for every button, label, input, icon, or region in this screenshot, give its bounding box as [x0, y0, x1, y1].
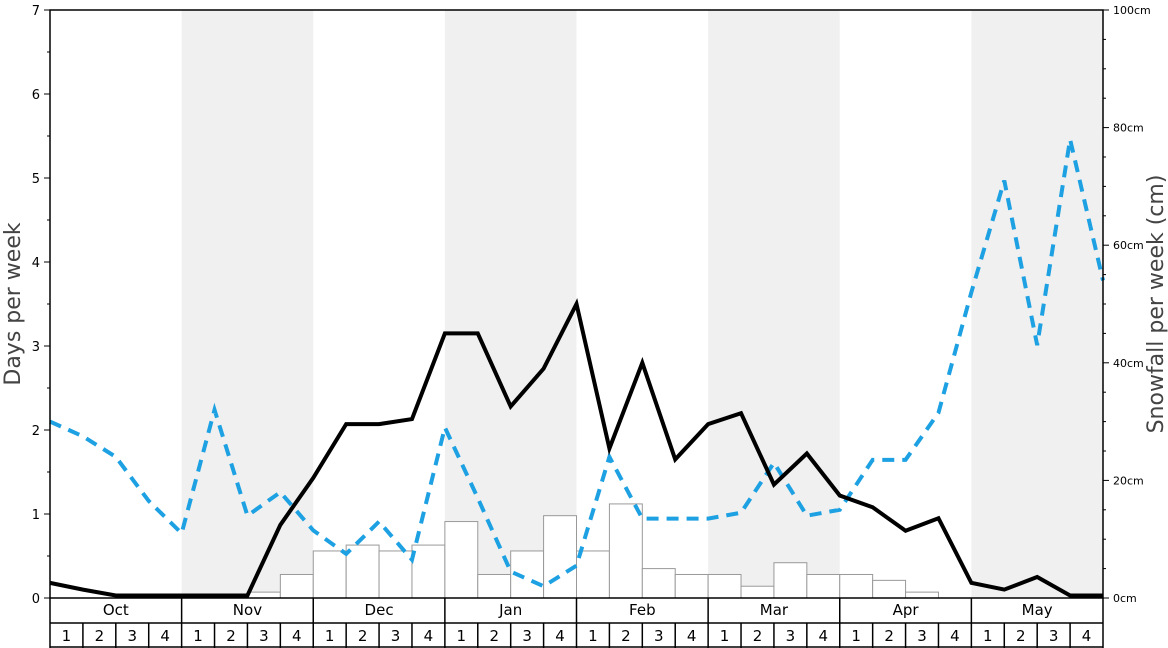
- week-label: 1: [193, 627, 203, 645]
- week-label: 3: [654, 627, 664, 645]
- week-label: 4: [160, 627, 170, 645]
- month-label-dec: Dec: [365, 601, 394, 619]
- snow-days-bar: [674, 573, 709, 599]
- week-label: 3: [786, 627, 796, 645]
- left-tick-label: 0: [32, 592, 40, 607]
- month-label-oct: Oct: [103, 601, 129, 619]
- week-label: 2: [884, 627, 894, 645]
- month-label-may: May: [1022, 601, 1053, 619]
- right-tick-label: 100cm: [1113, 4, 1151, 17]
- left-y-axis: 0 1 2 3 4 5 6 7: [32, 4, 50, 607]
- week-label: 4: [292, 627, 302, 645]
- snowfall-dashed-line: [49, 138, 1105, 589]
- week-label: 2: [489, 627, 499, 645]
- snow-days-bar: [576, 550, 610, 599]
- month-axis: Oct Nov Dec Jan Feb Mar Apr May: [49, 598, 1104, 624]
- left-tick-label: 6: [32, 88, 40, 103]
- snow-days-bar: [806, 573, 841, 599]
- snow-days-bar: [773, 562, 808, 599]
- month-label-jan: Jan: [498, 601, 522, 619]
- week-axis: 1 2 3 4 1 2 3 4 1 2 3 4 1 2 3 4 1 2 3 4 1 2 3 4 1 2 3 4 1 2 3 4: [49, 623, 1104, 648]
- right-y-axis: 0cm 20cm 40cm 60cm 80cm 100cm: [1103, 4, 1151, 605]
- snow-days-bar: [477, 573, 512, 599]
- snow-days-bar: [641, 568, 676, 599]
- right-tick-label: 20cm: [1113, 474, 1144, 487]
- week-label: 3: [917, 627, 927, 645]
- snow-days-bar: [345, 544, 380, 599]
- week-label: 3: [259, 627, 269, 645]
- week-label: 3: [127, 627, 137, 645]
- month-label-feb: Feb: [629, 601, 656, 619]
- week-label: 4: [687, 627, 697, 645]
- snow-days-bar: [839, 573, 874, 599]
- right-axis-title: Snowfall per week (cm): [1144, 175, 1168, 434]
- week-label: 1: [588, 627, 598, 645]
- week-label: 2: [753, 627, 763, 645]
- month-shading: [181, 10, 1103, 598]
- week-label: 4: [819, 627, 829, 645]
- left-tick-label: 5: [32, 172, 40, 187]
- left-tick-label: 7: [32, 4, 40, 19]
- month-shade-may: [971, 10, 1103, 598]
- right-tick-label: 0cm: [1113, 592, 1137, 605]
- week-label: 2: [95, 627, 105, 645]
- snow-days-bar: [444, 521, 479, 599]
- snow-days-bar: [707, 573, 742, 599]
- week-label: 4: [1082, 627, 1092, 645]
- week-label: 3: [391, 627, 401, 645]
- week-label: 3: [1049, 627, 1059, 645]
- month-label-apr: Apr: [893, 601, 920, 619]
- left-tick-label: 3: [32, 340, 40, 355]
- week-label: 3: [522, 627, 532, 645]
- week-label: 4: [555, 627, 565, 645]
- month-shade-nov: [181, 10, 314, 598]
- snow-days-bar: [279, 573, 314, 599]
- left-tick-label: 4: [32, 256, 40, 271]
- right-tick-label: 60cm: [1113, 239, 1144, 252]
- week-label: 1: [325, 627, 335, 645]
- week-label: 1: [983, 627, 993, 645]
- week-label: 2: [1016, 627, 1026, 645]
- month-shade-jan: [444, 10, 577, 598]
- month-label-nov: Nov: [233, 601, 262, 619]
- week-label: 1: [720, 627, 730, 645]
- month-shade-mar: [708, 10, 840, 598]
- snow-days-bar: [740, 585, 775, 599]
- snow-days-bar: [312, 550, 347, 599]
- week-label: 2: [358, 627, 368, 645]
- left-axis-title: Days per week: [1, 222, 26, 385]
- week-label: 1: [62, 627, 72, 645]
- week-label: 1: [457, 627, 467, 645]
- snow-days-bar: [608, 503, 643, 599]
- week-label: 2: [226, 627, 236, 645]
- right-tick-label: 40cm: [1113, 357, 1144, 370]
- left-tick-label: 1: [32, 508, 40, 523]
- week-label: 4: [424, 627, 434, 645]
- snow-days-solid-line: [49, 298, 1103, 598]
- month-label-mar: Mar: [760, 601, 789, 619]
- week-label: 2: [621, 627, 631, 645]
- left-tick-label: 2: [32, 424, 40, 439]
- snow-days-bar: [905, 591, 939, 599]
- snow-days-bars: [246, 503, 939, 599]
- snow-days-bar: [543, 515, 577, 599]
- snow-days-bar: [411, 544, 446, 599]
- snow-days-bar: [872, 579, 907, 599]
- right-tick-label: 80cm: [1113, 122, 1144, 135]
- week-label: 1: [851, 627, 861, 645]
- snow-days-bar: [246, 591, 281, 599]
- week-label: 4: [950, 627, 960, 645]
- snow-days-bar: [378, 550, 413, 599]
